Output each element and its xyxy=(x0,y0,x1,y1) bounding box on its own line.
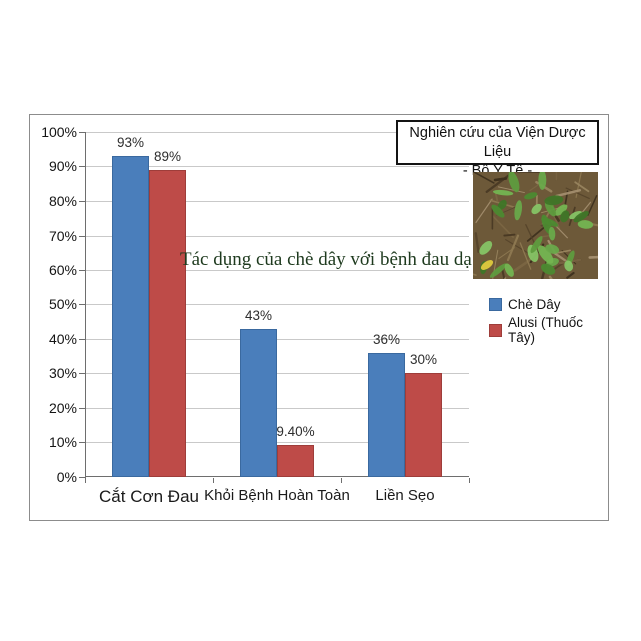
bar-series1 xyxy=(368,353,405,477)
gridline xyxy=(85,270,469,271)
data-label: 93% xyxy=(116,135,145,150)
y-tick-label: 90% xyxy=(48,158,77,174)
y-tick-mark xyxy=(79,408,85,409)
y-axis-line xyxy=(85,132,86,478)
y-tick-label: 80% xyxy=(48,193,77,209)
x-tick-mark xyxy=(213,478,214,483)
y-tick-mark xyxy=(79,132,85,133)
gridline xyxy=(85,201,469,202)
legend-item: Alusi (Thuốc Tây) xyxy=(489,315,608,345)
gridline xyxy=(85,339,469,340)
bar-series1 xyxy=(240,329,277,477)
category-label: Cắt Cơn Đau xyxy=(99,487,199,506)
x-tick-mark xyxy=(469,478,470,483)
bar-series2 xyxy=(277,445,314,477)
legend-label: Chè Dây xyxy=(508,296,561,312)
category-label: Khỏi Bệnh Hoàn Toàn xyxy=(204,487,350,504)
y-tick-mark xyxy=(79,236,85,237)
legend-swatch xyxy=(489,323,502,337)
y-tick-mark xyxy=(79,339,85,340)
bar-series2 xyxy=(149,170,186,477)
category-label: Liền Sẹo xyxy=(375,487,435,504)
chart-frame: 93% 89% 43% 9.40% 36% 30% 0% 10% 20% 30% 40% 50% 60… xyxy=(29,114,609,521)
annotation-box: Nghiên cứu của Viện Dược Liệu - Bộ Y Tế … xyxy=(396,120,599,179)
y-tick-label: 40% xyxy=(48,331,77,347)
x-tick-mark xyxy=(85,478,86,483)
y-tick-label: 50% xyxy=(48,296,77,312)
y-tick-label: 0% xyxy=(56,469,77,485)
y-tick-mark xyxy=(79,201,85,202)
gridline xyxy=(85,132,469,133)
gridline xyxy=(85,236,469,237)
y-tick-mark xyxy=(79,304,85,305)
data-label: 9.40% xyxy=(276,424,315,439)
gridline xyxy=(85,442,469,443)
y-tick-mark xyxy=(79,442,85,443)
y-tick-label: 60% xyxy=(48,262,77,278)
gridline xyxy=(85,166,469,167)
data-label: 36% xyxy=(372,332,401,347)
annotation-line-1: Nghiên cứu của Viện Dược Liệu xyxy=(409,125,586,160)
y-tick-label: 100% xyxy=(41,124,77,140)
bar-series1 xyxy=(112,156,149,477)
y-tick-label: 10% xyxy=(48,434,77,450)
y-tick-mark xyxy=(79,477,85,478)
data-label: 30% xyxy=(409,352,438,367)
gridline xyxy=(85,304,469,305)
plant-photo xyxy=(473,172,598,279)
x-tick-mark xyxy=(341,478,342,483)
y-tick-mark xyxy=(79,166,85,167)
y-tick-label: 30% xyxy=(48,365,77,381)
y-tick-label: 70% xyxy=(48,228,77,244)
chart-title: Tác dụng của chè dây với bệnh đau dạ dày xyxy=(180,249,504,270)
legend-swatch xyxy=(489,297,502,311)
data-label: 89% xyxy=(153,149,182,164)
legend-label: Alusi (Thuốc Tây) xyxy=(508,315,584,345)
plot-area: 93% 89% 43% 9.40% 36% 30% xyxy=(85,132,469,477)
gridline xyxy=(85,408,469,409)
y-tick-mark xyxy=(79,270,85,271)
bar-series2 xyxy=(405,373,442,477)
legend-item: Chè Dây xyxy=(489,296,561,312)
y-tick-label: 20% xyxy=(48,400,77,416)
data-label: 43% xyxy=(244,308,273,323)
y-tick-mark xyxy=(79,373,85,374)
gridline xyxy=(85,373,469,374)
